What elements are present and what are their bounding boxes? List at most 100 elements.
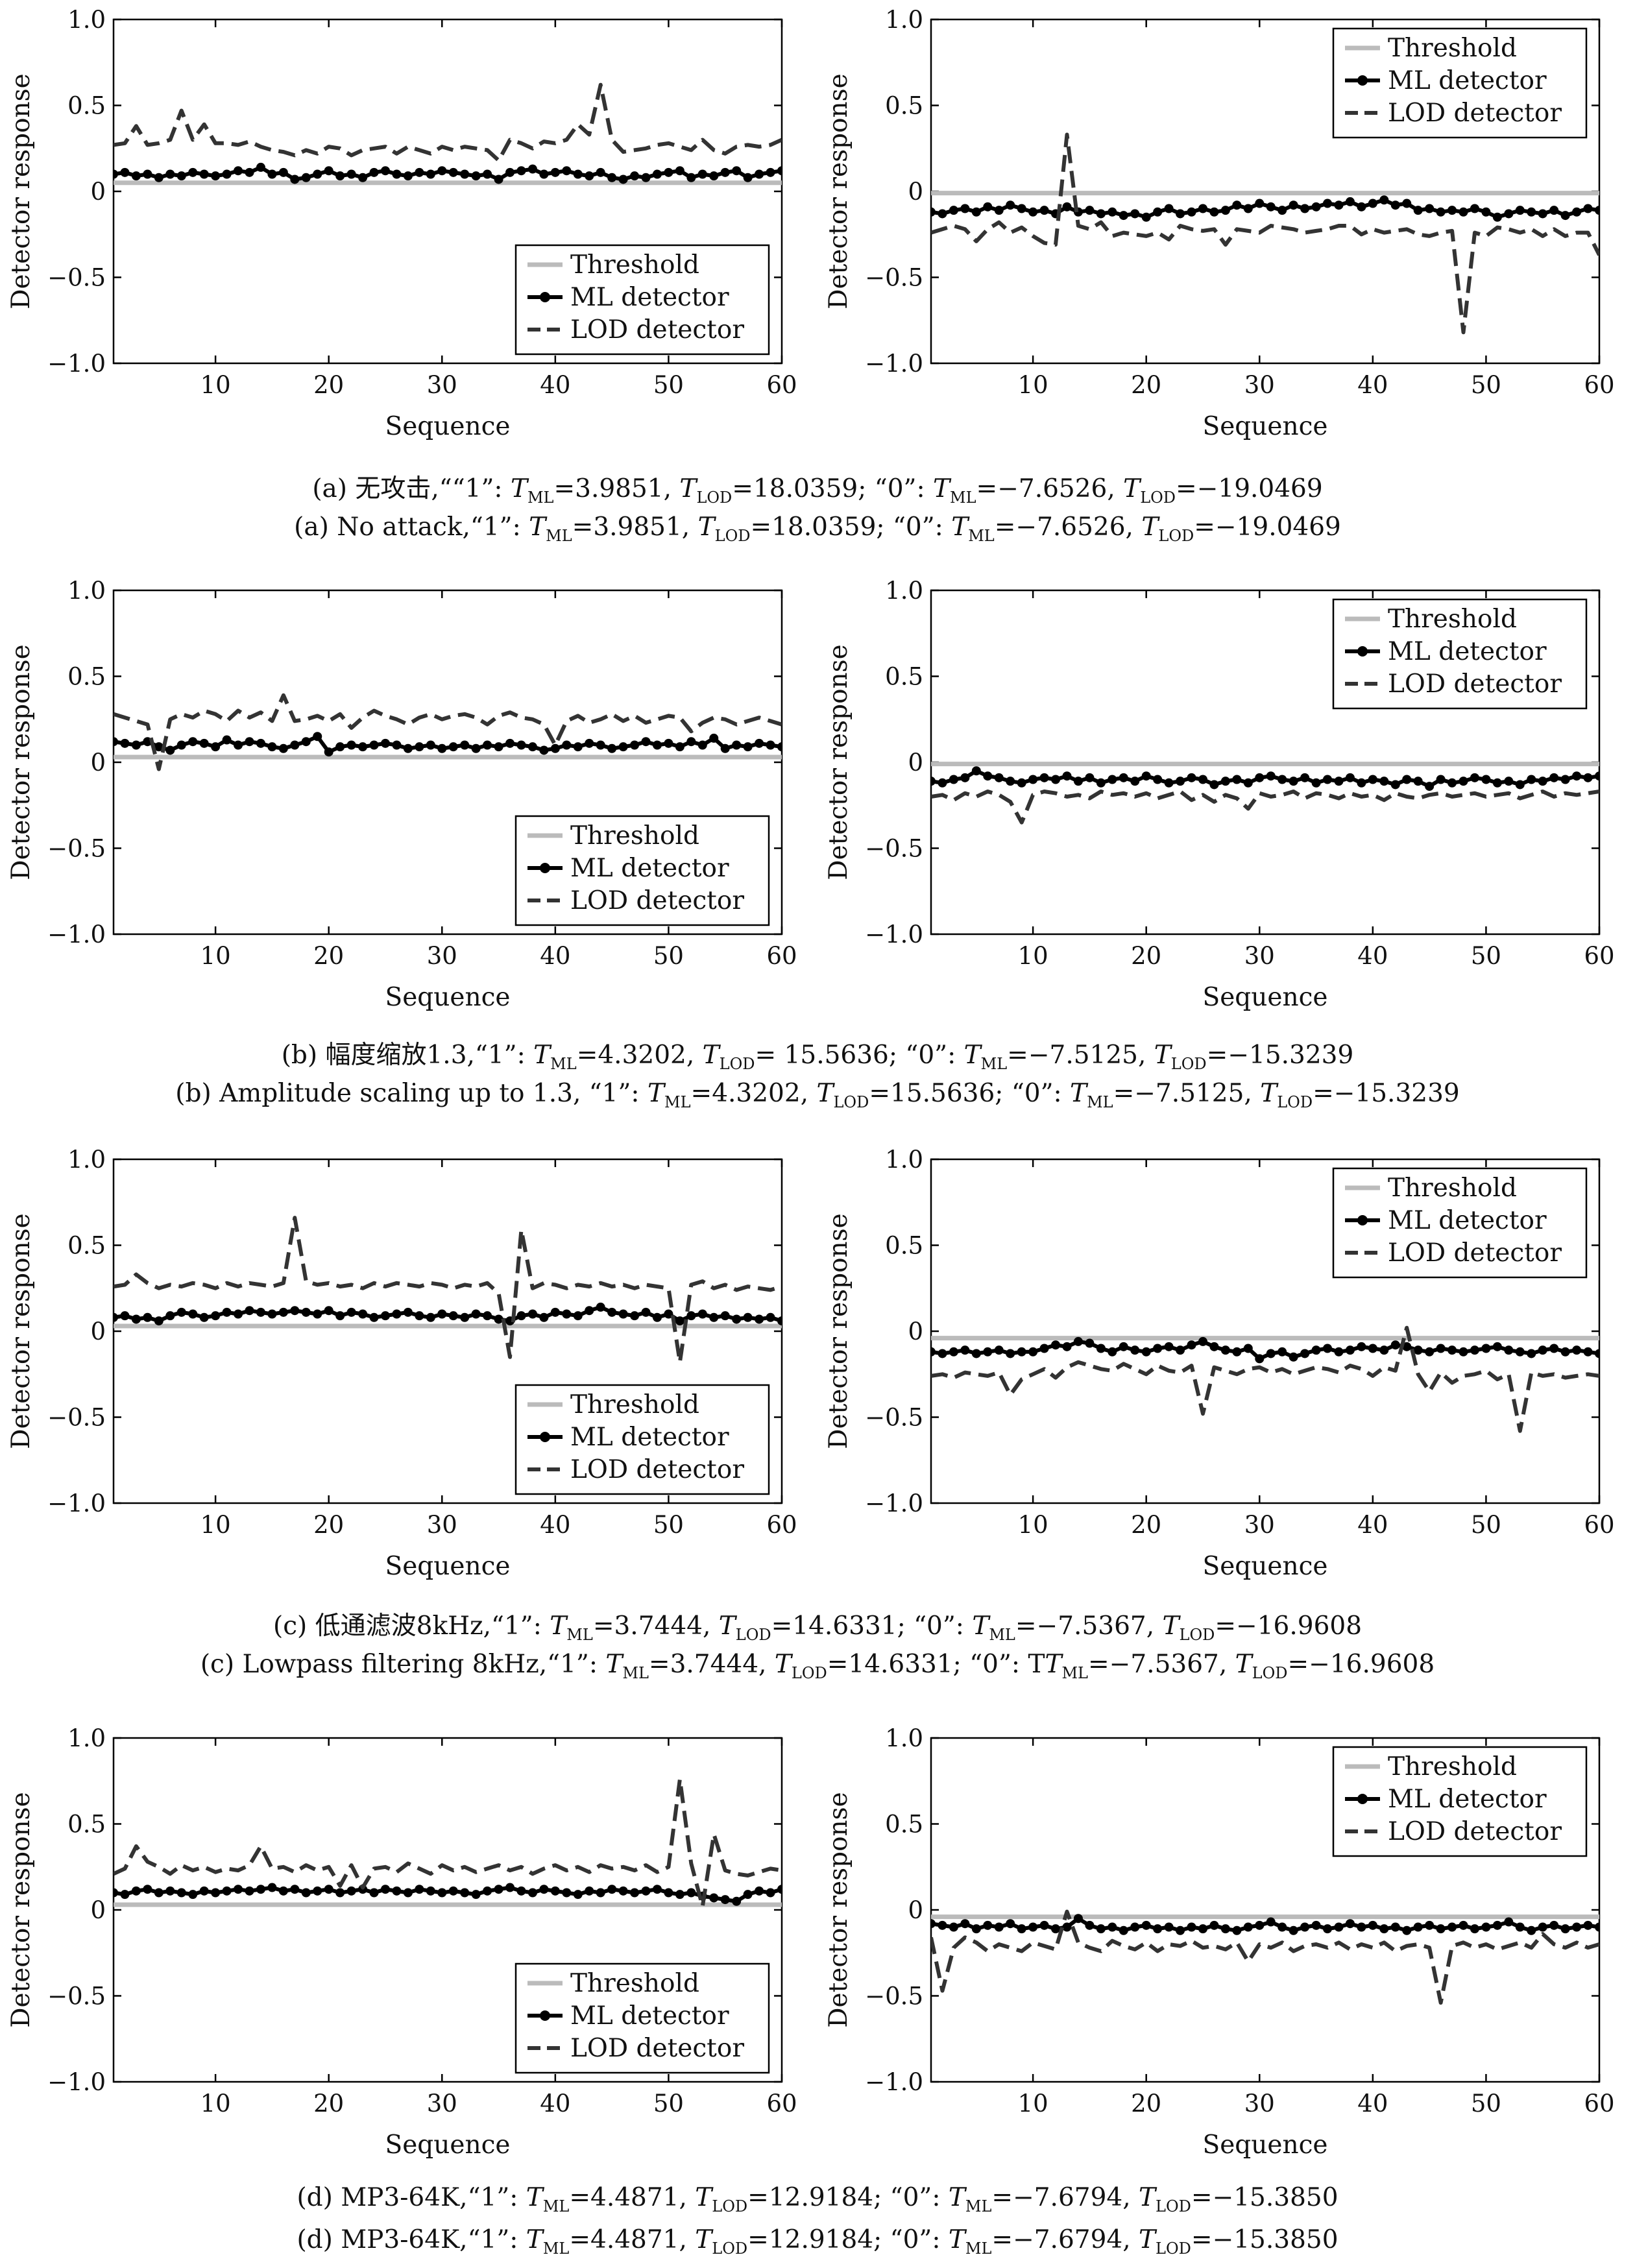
ml-detector-point bbox=[585, 171, 594, 181]
ml-detector-point bbox=[1413, 206, 1423, 215]
x-tick-label: 40 bbox=[1357, 1511, 1388, 1539]
caption-value: =4.4871, bbox=[569, 2225, 696, 2254]
ml-detector-point bbox=[755, 169, 764, 179]
x-tick-label: 50 bbox=[1471, 942, 1501, 970]
ml-detector-point bbox=[550, 167, 560, 177]
ml-detector-point bbox=[1028, 775, 1038, 784]
caption-symbol: T bbox=[679, 474, 697, 503]
ml-detector-point bbox=[641, 1886, 651, 1896]
caption-symbol: T bbox=[948, 2225, 965, 2254]
ml-detector-point bbox=[1470, 773, 1479, 782]
ml-detector-point bbox=[1028, 1347, 1038, 1357]
chart-panel-c-right: −1.0 −0.5 0 0.5 1.0 10 20 30 40 50 60 Sequence Detec… bbox=[824, 1146, 1615, 1581]
ml-detector-point bbox=[199, 1312, 209, 1322]
ml-detector-point bbox=[1572, 1345, 1582, 1355]
ml-detector-point bbox=[1164, 1342, 1174, 1351]
caption-value: =−7.5367, bbox=[1088, 1650, 1235, 1679]
ml-detector-point bbox=[335, 1888, 345, 1898]
caption-subscript: ML bbox=[1087, 1092, 1113, 1111]
ml-detector-point bbox=[358, 173, 368, 182]
caption-d-en: (d) MP3-64K,“1”: TML=4.4871, TLOD=12.918… bbox=[0, 2225, 1635, 2258]
caption-symbol: T bbox=[695, 2225, 712, 2254]
ml-detector-point bbox=[313, 169, 322, 179]
ml-detector-point bbox=[1311, 1920, 1321, 1930]
ml-detector-point bbox=[743, 1890, 753, 1900]
series-layer bbox=[114, 693, 782, 771]
x-axis-title: Sequence bbox=[1202, 2130, 1327, 2160]
ml-detector-point bbox=[1492, 778, 1502, 788]
caption-subscript: ML bbox=[968, 526, 995, 545]
ml-detector-point bbox=[1108, 1347, 1117, 1357]
ml-detector-point bbox=[494, 742, 503, 752]
ml-detector-point bbox=[1051, 1924, 1061, 1934]
x-axis-title: Sequence bbox=[1202, 983, 1327, 1012]
ml-detector-point bbox=[1096, 1344, 1106, 1353]
legend-label: ML detector bbox=[1388, 637, 1547, 666]
ml-detector-point bbox=[1504, 777, 1514, 786]
ml-detector-point bbox=[1028, 1922, 1038, 1932]
ml-detector-point bbox=[335, 742, 345, 752]
ml-detector-point bbox=[460, 1888, 470, 1898]
ml-detector-point bbox=[562, 1309, 572, 1319]
ml-detector-point bbox=[596, 1302, 605, 1312]
caption-value: =−16.9608 bbox=[1287, 1650, 1435, 1679]
ml-detector-point bbox=[618, 1309, 628, 1319]
legend-marker bbox=[1357, 75, 1368, 86]
ml-detector-point bbox=[1402, 1342, 1412, 1351]
ml-detector-point bbox=[971, 1924, 981, 1934]
x-tick-label: 20 bbox=[313, 942, 344, 970]
ml-detector-point bbox=[1549, 1344, 1559, 1353]
ml-detector-point bbox=[1289, 1925, 1298, 1935]
ml-detector-point bbox=[1425, 782, 1435, 791]
ml-detector-point bbox=[114, 1312, 118, 1322]
legend-label: Threshold bbox=[570, 1390, 699, 1419]
x-tick-label: 20 bbox=[313, 2090, 344, 2117]
ml-detector-point bbox=[652, 1312, 662, 1322]
ml-detector-point bbox=[346, 1886, 356, 1896]
ml-detector-point bbox=[562, 740, 572, 750]
caption-value: =4.3202, bbox=[690, 1079, 817, 1108]
ml-detector-point bbox=[777, 1316, 782, 1326]
ml-detector-point bbox=[1164, 1922, 1174, 1932]
chart-panel-b-left: −1.0 −0.5 0 0.5 1.0 10 20 30 40 50 60 Sequence Detec… bbox=[6, 577, 797, 1012]
ml-detector-point bbox=[1527, 207, 1536, 217]
ml-detector-point bbox=[1459, 207, 1468, 217]
ml-detector-point bbox=[1595, 1349, 1599, 1358]
caption-value: =−19.0469 bbox=[1176, 474, 1323, 503]
y-tick-label: 0 bbox=[90, 1896, 106, 1924]
ml-detector-point bbox=[1459, 777, 1468, 786]
caption-value: =−15.3239 bbox=[1313, 1079, 1460, 1108]
x-tick-label: 40 bbox=[1357, 2090, 1388, 2117]
ml-detector-point bbox=[120, 1311, 130, 1321]
caption-subscript: LOD bbox=[735, 1625, 771, 1644]
ml-detector-point bbox=[720, 167, 730, 177]
ml-detector-point bbox=[483, 169, 492, 179]
x-tick-label: 50 bbox=[653, 371, 684, 399]
ml-detector-point bbox=[1187, 1922, 1196, 1932]
ml-detector-point bbox=[176, 740, 186, 750]
ml-detector-point bbox=[222, 735, 232, 745]
x-tick-label: 30 bbox=[427, 942, 457, 970]
y-axis-title: Detector response bbox=[6, 1792, 36, 2028]
ml-detector-point bbox=[505, 167, 515, 177]
ml-detector-point bbox=[290, 740, 300, 750]
ml-detector-point bbox=[1255, 1354, 1265, 1364]
ml-detector-point bbox=[960, 204, 970, 213]
ml-detector-point bbox=[949, 1347, 958, 1357]
ml-detector-point bbox=[1017, 204, 1026, 213]
ml-detector-point bbox=[114, 1888, 118, 1898]
x-tick-label: 50 bbox=[653, 942, 684, 970]
ml-detector-point bbox=[931, 207, 936, 217]
ml-detector-point bbox=[369, 740, 379, 750]
ml-detector-point bbox=[720, 743, 730, 753]
ml-detector-point bbox=[483, 1311, 492, 1321]
ml-detector-point bbox=[234, 1885, 243, 1894]
ml-detector-point bbox=[1572, 771, 1582, 781]
ml-detector-point bbox=[585, 1886, 594, 1896]
caption-prefix: (d) MP3-64K,“1”: bbox=[297, 2225, 526, 2254]
ml-detector-point bbox=[1062, 1342, 1072, 1351]
x-tick-label: 10 bbox=[1018, 371, 1048, 399]
caption-symbol: T bbox=[529, 513, 546, 542]
ml-detector-point bbox=[1108, 207, 1117, 217]
